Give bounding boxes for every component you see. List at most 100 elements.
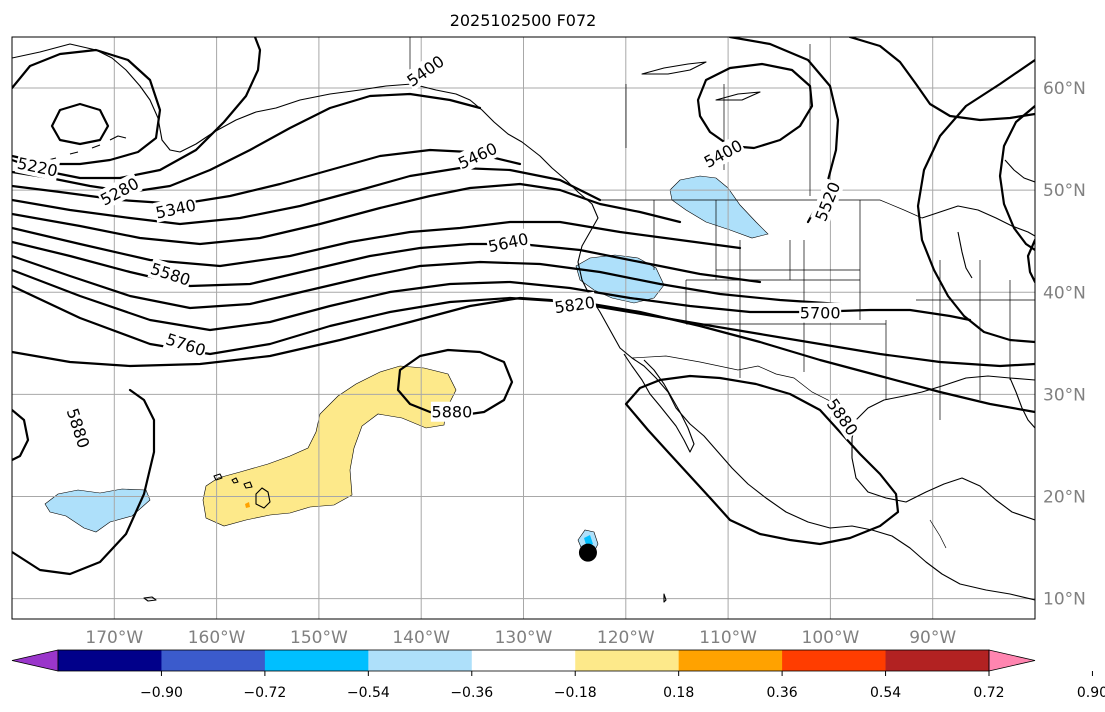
contour-label-halo: [147, 257, 194, 290]
contour-label-halo: [552, 291, 597, 318]
gridlines: [12, 37, 1035, 619]
contour-label: 5400: [402, 50, 449, 91]
contour-5580: [12, 240, 762, 288]
colorbar-bin: [575, 650, 680, 671]
contour-5640: [12, 254, 842, 310]
aleutian-islands: [25, 135, 127, 169]
longitude-tick-label: 140°W: [392, 628, 450, 648]
longitude-tick-label: 110°W: [699, 628, 757, 648]
contour-label-halo: [96, 172, 143, 210]
colorbar-bin: [161, 650, 266, 671]
longitude-tick-label: 100°W: [802, 628, 860, 648]
contour-label-text: 5700: [800, 304, 841, 323]
contour-label-text: 5520: [811, 179, 844, 224]
colorbar-bin: [885, 650, 990, 671]
colorbar-tick-label: −0.72: [243, 685, 286, 701]
map-title: 2025102500 F072: [450, 11, 597, 30]
contour-label: 5760: [162, 328, 209, 361]
contour-label-text: 5880: [63, 406, 94, 451]
north-america-pacific-coast: [12, 43, 1035, 601]
contour-label-halo: [402, 50, 449, 91]
contour-label: 5220: [14, 152, 61, 181]
negative-anomaly-patch-northern-rockies: [669, 175, 769, 239]
colorbar-tick-label: 0.18: [663, 685, 694, 701]
colorbar-bin: [678, 650, 783, 671]
contour-label-halo: [485, 228, 531, 257]
contour-5280: [12, 92, 482, 194]
island-east: [663, 593, 667, 603]
contour-label-halo: [430, 401, 473, 422]
contour-label-halo: [162, 328, 209, 361]
colorbar-frame: [57, 649, 990, 672]
colorbar-bin: [58, 650, 162, 671]
colorbar-extend-max: [988, 649, 1036, 672]
contour-5220: [12, 37, 262, 180]
contour-5820: [12, 296, 1035, 414]
latitude-tick-label: 30°N: [1043, 385, 1086, 405]
contour-low-nw-outer: [12, 48, 162, 166]
coastlines: [12, 43, 1035, 603]
island-west: [143, 596, 157, 602]
contour-5880-west-closed: [12, 408, 30, 462]
map-frame: [11, 36, 1036, 620]
latitude-tick-label: 50°N: [1043, 181, 1086, 201]
contour-trough-east-2: [916, 58, 1035, 344]
colorbar-tick-label: −0.90: [140, 685, 183, 701]
latitude-tick-label: 40°N: [1043, 283, 1086, 303]
lake-michigan-shore: [957, 231, 973, 279]
hawaii-maui: [243, 481, 253, 489]
contour-5400-west: [12, 166, 602, 226]
contour-label-halo: [62, 405, 95, 452]
colorbar-extend-min: [11, 649, 59, 672]
colorbar-tick-label: 0.54: [870, 685, 901, 701]
arctic-island: [641, 61, 707, 75]
contour-5520: [12, 220, 742, 268]
longitude-tick-label: 120°W: [597, 628, 655, 648]
contour-trough-east-3: [998, 104, 1035, 252]
shaded-anomaly-areas: [44, 175, 769, 557]
colorbar-tick-label: 0.72: [973, 685, 1004, 701]
contour-label: 5640: [485, 228, 531, 257]
contour-label: 5700: [799, 302, 842, 323]
colorbar-bin: [264, 650, 369, 671]
latitude-tick-label: 10°N: [1043, 590, 1086, 610]
arctic-island-small: [715, 91, 761, 101]
contour-label-halo: [454, 137, 501, 174]
contour-5880-west-band: [12, 388, 156, 576]
longitude-tick-label: 90°W: [909, 628, 956, 648]
colorbar: −0.90 −0.72 −0.54 −0.36 −0.18 0.18 0.36 0.54 0.7…: [11, 649, 1105, 701]
contour-label: 5880: [62, 405, 95, 452]
contour-label-halo: [14, 152, 61, 181]
colorbar-tick-label: 0.90: [1077, 685, 1105, 701]
contour-label-text: 5880: [432, 403, 473, 422]
contour-label: 5520: [810, 178, 845, 225]
mexico-guatemala-border: [929, 519, 947, 549]
hawaii-oahu: [231, 477, 239, 484]
longitude-labels: 170°W 160°W 150°W 140°W 130°W 120°W 110°W 100°W…: [85, 628, 956, 648]
contour-label-text: 5820: [553, 293, 596, 317]
longitude-tick-label: 150°W: [290, 628, 348, 648]
contour-5880-east: [624, 374, 900, 546]
contour-label-halo: [810, 178, 845, 225]
contour-trough-east-1: [848, 37, 1035, 122]
hawaii-kauai: [213, 473, 223, 481]
colorbar-bin: [368, 650, 473, 671]
contour-label: 5880: [822, 393, 863, 440]
colorbar-tick-label: 0.36: [767, 685, 798, 701]
contour-label: 5340: [153, 194, 199, 223]
contour-label-halo: [699, 134, 747, 173]
contour-5700: [12, 268, 972, 332]
longitude-tick-label: 170°W: [85, 628, 143, 648]
colorbar-bin: [471, 650, 576, 671]
storm-marker: [578, 543, 597, 562]
contour-5400-east-closed: [696, 62, 814, 150]
gulf-of-mexico-coast: [851, 375, 1035, 521]
contour-label-text: 5760: [163, 329, 208, 360]
great-lakes-shore: [921, 205, 1035, 237]
hudson-bay-shore: [1004, 159, 1035, 183]
contour-label-halo: [822, 393, 863, 440]
contour-5460: [12, 182, 682, 246]
contour-label-text: 5340: [154, 196, 198, 223]
